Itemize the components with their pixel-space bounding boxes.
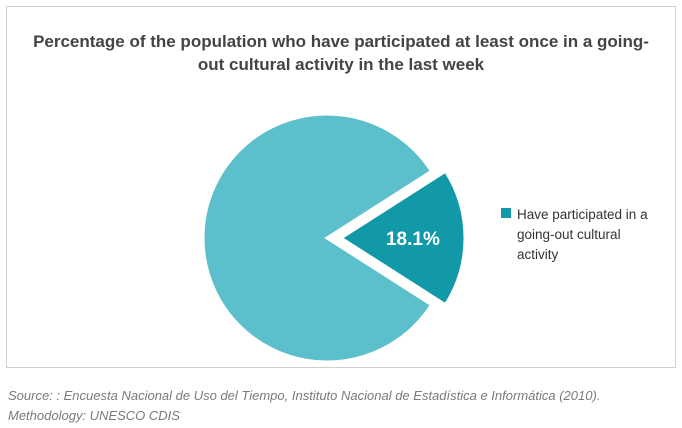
- legend-swatch: [501, 208, 511, 218]
- pie-slice-0: [338, 169, 467, 307]
- pie-slice-1: [201, 112, 434, 364]
- legend-label: Have participated in a going-out cultura…: [517, 207, 648, 262]
- pie-slice-label-0: 18.1%: [386, 229, 440, 250]
- legend: Have participated in a going-out cultura…: [501, 205, 676, 265]
- chart-title: Percentage of the population who have pa…: [33, 32, 649, 74]
- source-note: Source: : Encuesta Nacional de Uso del T…: [8, 388, 601, 423]
